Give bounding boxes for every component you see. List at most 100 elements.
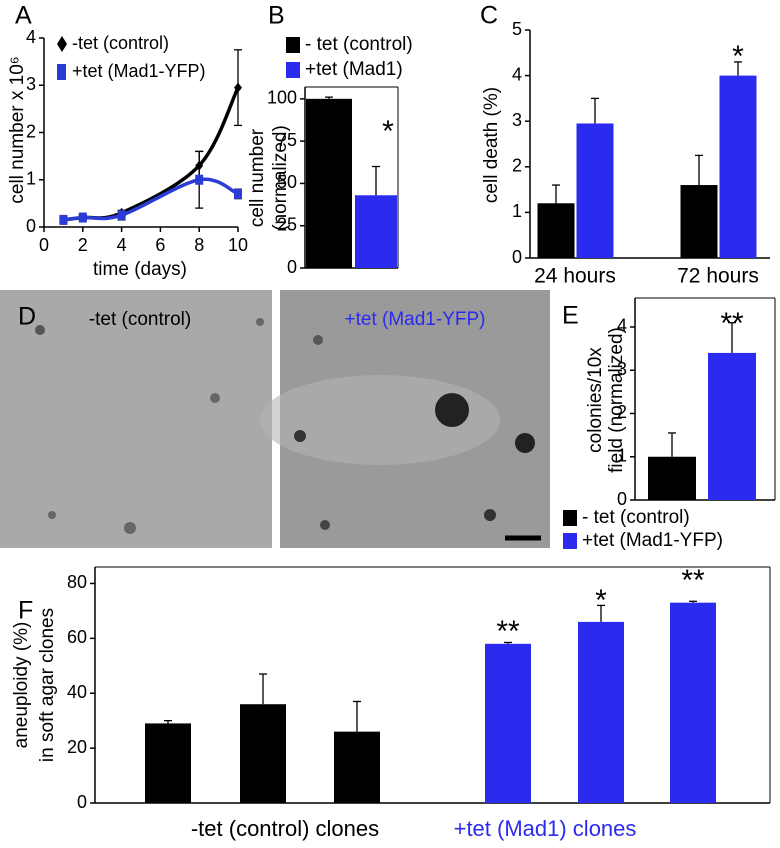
y-tick-label: 40 (67, 682, 87, 702)
bar (537, 203, 575, 258)
bar (670, 602, 716, 803)
legend-label: -tet (control) (72, 33, 169, 53)
y-tick-label: 4 (617, 316, 627, 336)
group-label: -tet (control) clones (191, 816, 379, 841)
colony (484, 509, 496, 521)
panel-label: D (18, 303, 36, 331)
y-tick-label: 25 (277, 214, 297, 234)
cell (48, 511, 56, 519)
x-tick-label: 2 (78, 235, 88, 255)
cell (124, 522, 136, 534)
image-caption: +tet (Mad1-YFP) (345, 309, 486, 330)
legend-label: - tet (control) (305, 34, 413, 55)
point (234, 188, 242, 199)
series-line (63, 177, 239, 222)
micrographs: D -tet (control) +tet (Mad1-YFP) (0, 290, 550, 548)
y-tick-label: 1 (617, 445, 627, 465)
x-axis-label: time (days) (93, 259, 187, 280)
bar (485, 643, 531, 803)
annotation: * (382, 115, 394, 148)
bar (334, 731, 380, 803)
x-tick-label: 6 (155, 235, 165, 255)
y-axis-label: aneuploidy (%) (11, 622, 32, 749)
image-texture (260, 375, 500, 465)
panel-label: E (562, 302, 579, 330)
y-tick-label: 0 (77, 792, 87, 812)
bar (648, 456, 696, 500)
bar (240, 704, 286, 803)
y-axis-label: cell death (%) (481, 87, 502, 203)
y-tick-label: 0 (617, 489, 627, 509)
y-tick-label: 20 (67, 737, 87, 757)
y-tick-label: 2 (512, 156, 522, 176)
cell (320, 520, 330, 530)
image-control (0, 290, 272, 548)
cell (313, 335, 323, 345)
colony (435, 393, 469, 427)
bar (306, 98, 352, 268)
x-tick-label: 4 (117, 235, 127, 255)
y-axis-label: in soft agar clones (37, 608, 58, 762)
x-tick-label: 24 hours (534, 265, 616, 288)
legend-swatch (286, 37, 300, 53)
y-axis-label: cell number (247, 128, 268, 227)
panel-label: B (268, 2, 285, 30)
point (195, 174, 204, 185)
y-tick-label: 60 (67, 627, 87, 647)
bar (680, 185, 718, 258)
legend-marker (57, 64, 66, 80)
image-caption: -tet (control) (89, 309, 191, 330)
legend-label: - tet (control) (582, 507, 690, 528)
point (234, 82, 242, 93)
legend-swatch (286, 62, 300, 78)
y-tick-label: 4 (512, 64, 522, 84)
point (59, 214, 68, 225)
bar (576, 123, 614, 258)
cell (256, 318, 264, 326)
point (117, 210, 126, 221)
legend-marker (57, 36, 67, 52)
y-tick-label: 0 (512, 247, 522, 267)
y-axis-label: field (normalized) (606, 327, 627, 473)
bar (719, 75, 757, 258)
annotation: * (732, 40, 744, 73)
y-tick-label: 5 (512, 19, 522, 39)
y-tick-label: 3 (512, 110, 522, 130)
y-tick-label: 1 (512, 201, 522, 221)
x-tick-label: 72 hours (677, 265, 759, 288)
y-tick-label: 4 (26, 27, 36, 47)
group-label: +tet (Mad1) clones (454, 816, 637, 841)
x-tick-label: 10 (228, 235, 248, 255)
x-tick-label: 8 (194, 235, 204, 255)
bar (708, 352, 756, 500)
bar (145, 723, 191, 803)
y-tick-label: 2 (26, 121, 36, 141)
legend-label: +tet (Mad1-YFP) (72, 61, 206, 81)
annotation: ** (720, 307, 744, 340)
annotation: ** (496, 615, 520, 648)
y-tick-label: 80 (67, 572, 87, 592)
y-tick-label: 2 (617, 402, 627, 422)
cell (210, 393, 220, 403)
colony (294, 430, 306, 442)
legend-label: +tet (Mad1-YFP) (582, 530, 723, 551)
bar (578, 621, 624, 803)
panel-label: C (480, 2, 498, 30)
panel-label: F (18, 597, 33, 625)
y-tick-label: 1 (26, 169, 36, 189)
bar (355, 195, 397, 268)
y-tick-label: 0 (26, 216, 36, 236)
point (78, 212, 87, 223)
cell (35, 325, 45, 335)
legend-label: +tet (Mad1) (305, 59, 403, 80)
y-axis-label: (normalized) (270, 125, 291, 231)
annotation: ** (681, 564, 705, 597)
annotation: * (595, 584, 607, 617)
y-tick-label: 0 (287, 257, 297, 277)
y-tick-label: 100 (267, 88, 297, 108)
y-tick-label: 75 (277, 130, 297, 150)
y-axis-label: colonies/10x (585, 347, 606, 453)
y-tick-label: 3 (617, 359, 627, 379)
y-tick-label: 3 (26, 74, 36, 94)
